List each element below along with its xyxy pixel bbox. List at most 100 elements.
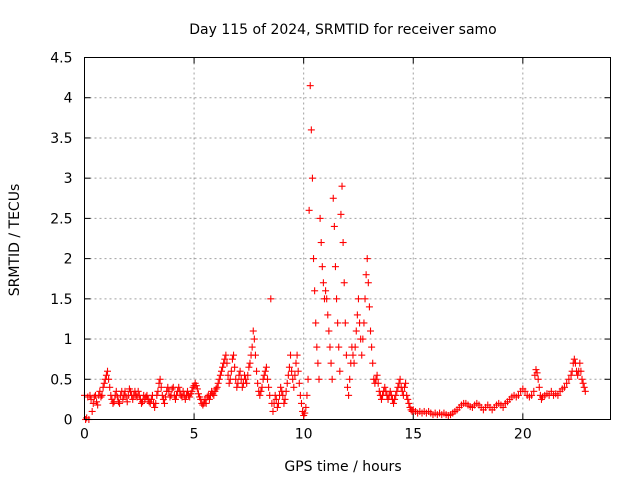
data-point: [337, 210, 345, 218]
data-point: [248, 343, 256, 351]
data-point: [228, 355, 236, 363]
data-point: [288, 367, 296, 375]
data-point: [305, 206, 313, 214]
data-point: [404, 395, 412, 403]
data-point: [194, 390, 202, 398]
data-point: [322, 287, 330, 295]
data-point: [373, 371, 381, 379]
data-point: [554, 391, 562, 399]
data-point: [296, 391, 304, 399]
data-point: [244, 371, 252, 379]
y-tick-label: 0: [64, 413, 73, 429]
data-point: [311, 287, 319, 295]
data-point: [284, 371, 292, 379]
data-point: [363, 255, 371, 263]
data-point: [534, 375, 542, 383]
data-point: [530, 387, 538, 395]
data-point: [405, 399, 413, 407]
data-point: [381, 383, 389, 391]
data-point: [89, 399, 97, 407]
data-point: [315, 375, 323, 383]
data-point: [236, 367, 244, 375]
data-point: [250, 335, 258, 343]
data-point: [193, 385, 201, 393]
data-point: [349, 351, 357, 359]
data-point: [258, 383, 266, 391]
data-point: [354, 295, 362, 303]
data-point: [532, 366, 540, 374]
data-point: [395, 379, 403, 387]
data-point: [318, 263, 326, 271]
data-point: [291, 371, 299, 379]
data-point: [392, 391, 400, 399]
data-point: [340, 279, 348, 287]
data-point: [186, 393, 194, 401]
data-point: [577, 367, 585, 375]
data-point: [104, 367, 112, 375]
data-point: [327, 359, 335, 367]
data-point: [154, 387, 162, 395]
data-point: [312, 319, 320, 327]
data-point: [106, 383, 114, 391]
data-point: [342, 351, 350, 359]
data-point: [310, 255, 318, 263]
data-point: [93, 398, 101, 406]
data-point: [326, 343, 334, 351]
data-point: [254, 379, 262, 387]
data-point: [114, 398, 122, 406]
data-point: [304, 375, 312, 383]
data-point: [336, 367, 344, 375]
data-point: [230, 351, 238, 359]
data-point: [261, 367, 269, 375]
data-point: [175, 383, 183, 391]
data-point: [302, 403, 310, 411]
data-point: [521, 387, 529, 395]
data-point: [97, 393, 105, 401]
data-point: [293, 351, 301, 359]
data-point: [188, 387, 196, 395]
data-point: [90, 393, 98, 401]
data-point: [499, 403, 507, 411]
data-point: [285, 363, 293, 371]
data-point: [123, 398, 131, 406]
data-point: [292, 359, 300, 367]
data-point: [267, 295, 275, 303]
data-point: [289, 375, 297, 383]
y-tick-label: 0.5: [50, 372, 72, 388]
data-point: [100, 379, 108, 387]
plot-frame: [84, 57, 611, 420]
data-point: [359, 335, 367, 343]
data-point: [514, 391, 522, 399]
data-point: [152, 399, 160, 407]
data-point: [323, 295, 331, 303]
data-point: [580, 383, 588, 391]
data-point: [231, 363, 239, 371]
data-point: [158, 391, 166, 399]
data-point: [331, 263, 339, 271]
data-point: [391, 395, 399, 403]
data-point: [113, 393, 121, 401]
data-point: [403, 391, 411, 399]
grid: [84, 57, 611, 420]
data-point: [567, 371, 575, 379]
data-point: [324, 311, 332, 319]
data-point: [351, 343, 359, 351]
data-point: [212, 385, 220, 393]
data-point: [249, 327, 257, 335]
data-point: [210, 391, 218, 399]
data-point: [157, 383, 165, 391]
data-point: [155, 379, 163, 387]
data-point: [265, 383, 273, 391]
chart-title: Day 115 of 2024, SRMTID for receiver sam…: [189, 22, 497, 38]
x-tick-label: 10: [295, 427, 313, 443]
data-point: [308, 174, 316, 182]
y-tick-label: 4: [64, 91, 73, 107]
data-point: [264, 375, 272, 383]
data-point: [94, 401, 102, 409]
data-point: [99, 383, 107, 391]
data-point: [166, 393, 174, 401]
data-point: [372, 375, 380, 383]
data-point: [344, 383, 351, 391]
data-point: [282, 387, 290, 395]
data-point: [297, 399, 305, 407]
